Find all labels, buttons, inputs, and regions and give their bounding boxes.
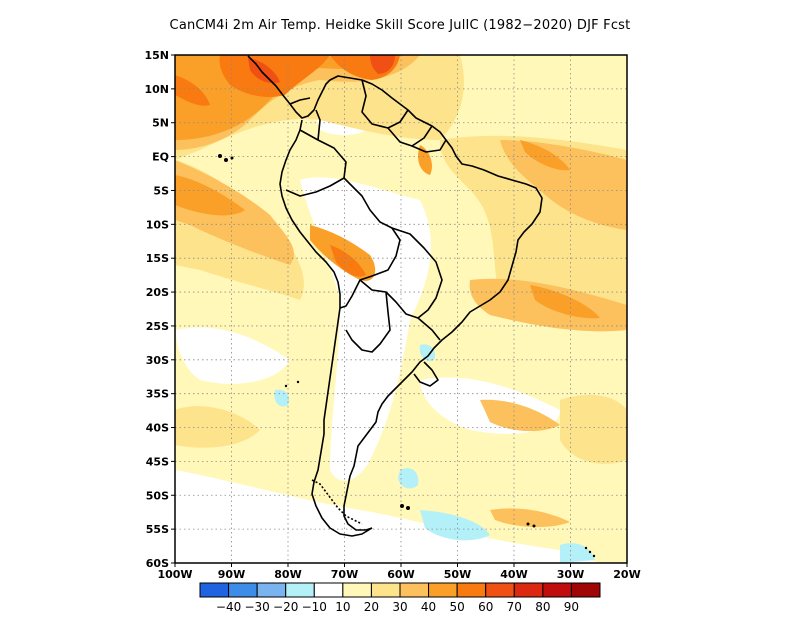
chart-title: CanCM4i 2m Air Temp. Heidke Skill Score … xyxy=(169,18,631,33)
colorbar-label: 40 xyxy=(421,600,436,614)
skill-region-2 xyxy=(175,470,600,563)
lat-label: 15S xyxy=(146,252,169,265)
colorbar-swatch xyxy=(342,582,372,598)
lon-label: 40W xyxy=(500,568,527,581)
lat-label: 50S xyxy=(146,489,169,502)
lon-label: 20W xyxy=(613,568,640,581)
skill-region-21 xyxy=(530,285,600,319)
colorbar-label: 60 xyxy=(478,600,493,614)
skill-region-12 xyxy=(500,140,627,230)
lat-label: 35S xyxy=(146,388,169,401)
longitude-axis: 100W 90W 80W 70W 60W 50W 40W 30W 20W xyxy=(157,563,641,581)
skill-region-15 xyxy=(480,399,560,432)
skill-region-19 xyxy=(175,175,245,216)
colorbar-swatch xyxy=(513,582,544,598)
colorbar-swatch xyxy=(428,582,458,598)
skill-region-25 xyxy=(330,245,366,277)
lon-label: 30W xyxy=(557,568,584,581)
lon-label: 90W xyxy=(218,568,245,581)
skill-region-31 xyxy=(274,389,290,407)
lat-label: 60S xyxy=(146,557,169,570)
colorbar-swatch xyxy=(399,582,430,598)
colorbar-swatch xyxy=(199,582,230,598)
skill-region-10 xyxy=(175,406,260,448)
colorbar-label: 90 xyxy=(564,600,579,614)
colorbar-label: 30 xyxy=(392,600,407,614)
skill-region-26 xyxy=(175,75,210,106)
latitude-axis: 15N 10N 5N EQ 5S 10S 15S 20S 25S 30S 35S 40S 45S 50S 5… xyxy=(144,49,175,570)
skill-region-27 xyxy=(370,55,395,74)
colorbar-swatch xyxy=(570,582,601,598)
skill-region-9 xyxy=(560,394,627,464)
skill-region-30 xyxy=(420,510,490,541)
lat-label: 5N xyxy=(152,117,169,130)
lat-label: 5S xyxy=(153,184,169,197)
lon-label: 100W xyxy=(157,568,192,581)
lat-label: 45S xyxy=(146,455,169,468)
colorbar-label: −20 xyxy=(273,600,298,614)
lat-label: 10S xyxy=(146,218,169,231)
colorbar-label: 10 xyxy=(335,600,350,614)
colorbar-label: −10 xyxy=(302,600,327,614)
lat-label: 20S xyxy=(146,286,169,299)
colorbar-swatch xyxy=(542,582,572,598)
skill-region-22 xyxy=(520,140,570,171)
colorbar-label: −40 xyxy=(216,600,241,614)
skill-region-4 xyxy=(176,327,290,384)
lat-label: 15N xyxy=(144,49,169,62)
colorbar-legend: −40 −30 −20 −10 10 20 30 40 50 60 70 80 90 xyxy=(199,582,601,614)
colorbar-swatch xyxy=(370,582,401,598)
skill-region-33 xyxy=(419,344,436,362)
lat-label: EQ xyxy=(152,151,169,164)
colorbar-label: 50 xyxy=(450,600,465,614)
colorbar-label: 20 xyxy=(364,600,379,614)
coastline xyxy=(247,55,543,537)
colorbar-swatch xyxy=(313,582,344,598)
colorbar-swatch xyxy=(485,582,515,598)
lat-label: 40S xyxy=(146,422,169,435)
lon-label: 60W xyxy=(387,568,414,581)
skill-region-16 xyxy=(490,508,570,528)
lat-label: 55S xyxy=(146,523,169,536)
gridlines xyxy=(175,55,627,563)
lat-label: 30S xyxy=(146,354,169,367)
colorbar-label: 80 xyxy=(535,600,550,614)
colorbar-label: 70 xyxy=(507,600,522,614)
lon-label: 70W xyxy=(331,568,358,581)
islands xyxy=(218,154,596,558)
lon-label: 80W xyxy=(274,568,301,581)
skill-region-20 xyxy=(418,145,432,175)
colorbar-swatch xyxy=(256,582,287,598)
colorbar-label: −30 xyxy=(244,600,269,614)
colorbar-swatch xyxy=(228,582,258,598)
colorbar-swatch xyxy=(456,582,487,598)
lat-label: 10N xyxy=(144,83,169,96)
skill-region-29 xyxy=(398,468,419,489)
lon-label: 50W xyxy=(444,568,471,581)
colorbar-swatch xyxy=(285,582,315,598)
lat-label: 25S xyxy=(146,320,169,333)
